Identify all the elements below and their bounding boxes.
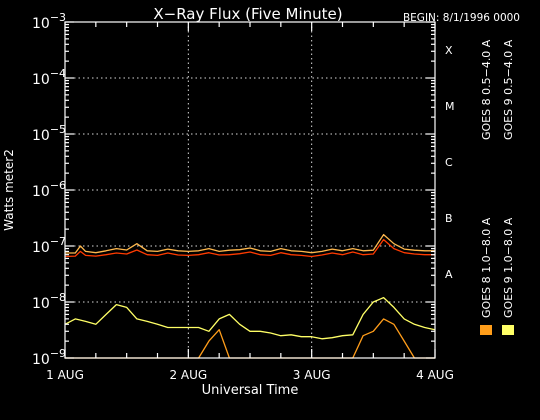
flare-class-label: B <box>445 212 453 225</box>
y-axis-label: Watts meter2 <box>2 149 16 231</box>
legend-label: GOES 8 0.5−4.0 A <box>480 39 493 140</box>
x-tick-label: 4 AUG <box>416 368 454 382</box>
legend: GOES 8 1.0−8.0 A GOES 8 0.5−4.0 A GOES 9 1… <box>480 39 515 335</box>
y-tick-label: 10−5 <box>32 123 66 144</box>
series-line <box>64 296 436 340</box>
x-tick-label: 1 AUG <box>46 368 84 382</box>
series-layer <box>64 233 436 359</box>
y-tick-label: 10−8 <box>32 291 66 312</box>
flare-class-label: A <box>445 268 453 281</box>
series-line <box>65 233 435 254</box>
y-tick-label: 10−7 <box>32 235 66 256</box>
legend-label: GOES 9 1.0−8.0 A <box>502 217 515 318</box>
flare-class-label: C <box>445 156 453 169</box>
x-tick-label: 2 AUG <box>169 368 207 382</box>
legend-swatch <box>502 325 514 335</box>
y-tick-label: 10−3 <box>32 11 66 32</box>
y-tick-label: 10−6 <box>32 179 66 200</box>
x-axis-label: Universal Time <box>202 383 299 398</box>
chart-title: X−Ray Flux (Five Minute) <box>153 5 342 23</box>
begin-label: BEGIN: 8/1/1996 0000 <box>403 12 520 24</box>
x-tick-label: 3 AUG <box>293 368 331 382</box>
series-line <box>65 318 435 359</box>
axis-ticks: 10−3 10−4 10−5 10−6 10−7 10−8 10−91 AUG 2 AUG 3 … <box>32 11 455 382</box>
flare-class-label: M <box>445 100 455 113</box>
y-tick-label: 10−9 <box>32 347 66 368</box>
grid-lines <box>65 22 435 358</box>
series-line <box>64 238 435 258</box>
legend-label: GOES 8 1.0−8.0 A <box>480 217 493 318</box>
flare-class-label: X <box>445 44 453 57</box>
y-tick-label: 10−4 <box>32 67 66 88</box>
legend-swatch <box>480 325 492 335</box>
legend-label: GOES 9 0.5−4.0 A <box>502 39 515 140</box>
